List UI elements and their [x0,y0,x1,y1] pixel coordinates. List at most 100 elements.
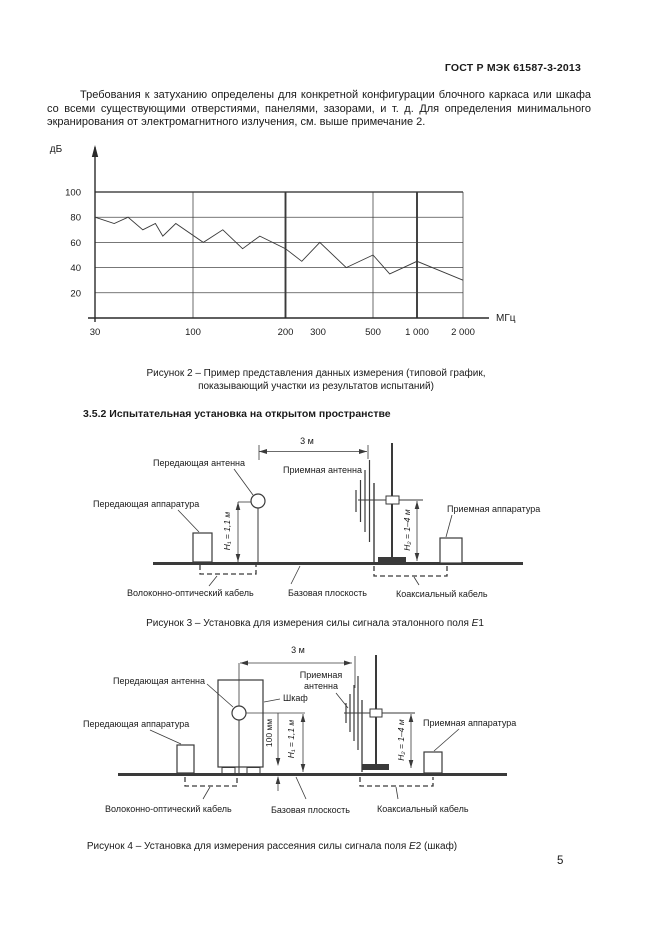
figure3-label-rx-apparatus: Приемная аппаратура [447,504,540,514]
figure3-label-coax: Коаксиальный кабель [396,589,488,599]
figure3-label-h1: H₁ = 1,1 м [222,512,232,551]
figure4-label-rx-apparatus: Приемная аппаратура [423,718,516,728]
fiber-leader [202,786,211,800]
figure3-caption-post: 1 [478,618,484,629]
coax-leader [395,786,399,800]
h2-arrow-bottom [408,760,414,768]
rx-apparatus-leader [433,728,460,752]
section-heading: 3.5.2 Испытательная установка на открыто… [83,408,391,420]
span-arrow-left [259,449,267,454]
figure3-labels: 3 м Передающая антенна Приемная антенна … [93,436,540,599]
figure4-label-h2: H₂ = 1–4 м [396,719,406,761]
rx-antenna-base [378,557,406,563]
h1-arrow-top [235,502,241,510]
figure3-linework [153,443,523,587]
figure4-linework [118,655,507,800]
cabinet-box [217,679,264,768]
figure4-label-tx-antenna: Передающая антенна [113,676,205,686]
figure3-label-base-plane: Базовая плоскость [288,588,367,598]
figure4-label-tx-apparatus: Передающая аппаратура [83,719,189,729]
figure4-label-coax: Коаксиальный кабель [377,804,469,814]
span-arrow-right [359,449,367,454]
tx-antenna-ball [250,493,266,509]
figure3-label-distance: 3 м [300,436,314,446]
coax-cable-run [373,566,448,577]
chart-x-tick-label: 30 [90,327,101,338]
page-number: 5 [557,855,564,867]
figure3-label-h2: H₂ = 1–4 м [402,509,412,551]
coax-leader [413,576,420,586]
span-arrow-left [240,660,248,666]
chart-y-tick-label: 80 [70,213,81,224]
cabinet-leader [263,698,281,703]
chart-x-tick-label: 1 000 [405,327,429,338]
rx-apparatus-box [439,537,463,564]
figure3-caption: Рисунок 3 – Установка для измерения силы… [95,618,535,631]
figure3-caption-pre: Рисунок 3 – Установка для измерения силы… [146,618,472,629]
chart-x-tick-label: 500 [365,327,381,338]
figure4-diagram: 3 м Передающая антенна Приемная антенна … [83,645,516,815]
tx-apparatus-leader [149,729,182,745]
base-plane-leader [290,565,301,585]
h1-arrow-bottom [235,554,241,562]
h2-arrow-top [414,501,420,509]
attenuation-chart: 20 40 60 80 100 30 100 200 300 500 1 000 2 000 дБ МГц [50,144,516,338]
figure2-caption-line1: Рисунок 2 – Пример представления данных … [146,368,486,379]
tx-antenna-leader [206,683,234,708]
chart-y-tick-label: 20 [70,288,81,299]
figure4-label-rx-antenna-line1: Приемная [300,670,343,680]
figure4-label-standoff: 100 мм [264,719,274,747]
chart-y-tick-label: 100 [65,188,81,199]
rx-antenna-leader [335,692,349,709]
h1-arrow-bottom [300,764,306,772]
figure3-label-tx-apparatus: Передающая аппаратура [93,499,199,509]
cabinet-foot-left [221,767,236,774]
figure4-caption: Рисунок 4 – Установка для измерения расс… [52,841,492,854]
chart-data-line [94,216,464,281]
figure4-labels: 3 м Передающая антенна Приемная антенна … [83,645,516,815]
standoff-arrow-down [275,758,281,766]
h2-arrow-top [408,714,414,722]
base-plane-leader [295,776,307,800]
rx-apparatus-box [423,751,443,774]
rx-antenna-clamp [369,708,383,718]
rx-apparatus-leader [445,514,453,538]
figure4-caption-em: E [409,841,416,852]
figure4-caption-post: 2 (шкаф) [415,841,458,852]
fiber-leader [208,575,218,587]
tx-apparatus-leader [177,509,200,533]
figure3-label-fiber: Волоконно-оптический кабель [127,588,254,598]
chart-x-tick-label: 300 [310,327,326,338]
figure4-caption-pre: Рисунок 4 – Установка для измерения расс… [86,841,410,852]
figure4-label-rx-antenna-line2: антенна [304,681,338,691]
span-arrow-right [344,660,352,666]
fiber-cable-run [199,565,257,575]
tx-antenna-ball [231,705,247,721]
rx-antenna-base [362,764,389,770]
chart-y-tick-label: 60 [70,238,81,249]
figure4-label-base-plane: Базовая плоскость [271,805,350,815]
figure4-label-h1: H₁ = 1,1 м [286,720,296,759]
chart-x-axis-title: МГц [496,313,516,324]
figure4-label-cabinet: Шкаф [283,693,308,703]
figure3-diagram: 3 м Передающая антенна Приемная антенна … [93,436,540,599]
figure3-label-tx-antenna: Передающая антенна [153,458,245,468]
standoff-arrow-up [275,776,281,784]
h2-arrow-bottom [414,553,420,561]
document-header: ГОСТ Р МЭК 61587-3-2013 [444,62,581,74]
h1-arrow-top [300,714,306,722]
intro-paragraph: Требования к затуханию определены для ко… [47,89,591,129]
figure2-caption: Рисунок 2 – Пример представления данных … [96,368,536,393]
figure2-caption-line2: показывающий участки из результатов испы… [198,380,434,392]
chart-y-tick-label: 40 [70,263,81,274]
chart-x-tick-label: 200 [278,327,294,338]
figure4-label-fiber: Волоконно-оптический кабель [105,804,232,814]
chart-y-axis-arrow [91,145,99,157]
chart-x-tick-label: 2 000 [451,327,475,338]
figure3-caption-em: E [471,618,479,629]
fiber-cable-run [184,777,238,787]
chart-y-axis-title: дБ [50,144,63,155]
figure4-label-distance: 3 м [291,645,305,655]
chart-x-tick-label: 100 [185,327,201,338]
